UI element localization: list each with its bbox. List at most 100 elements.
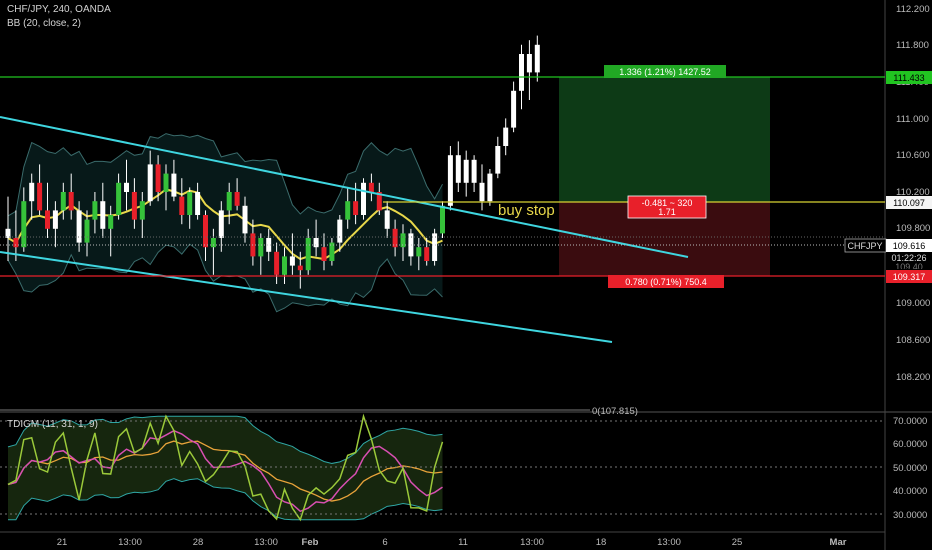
time-tick-25: 25 <box>732 537 743 548</box>
candle <box>116 173 122 220</box>
price-tick-109800: 109.800 <box>896 223 930 234</box>
candle <box>274 242 280 284</box>
entry-price-text: 110.097 <box>893 198 925 208</box>
tdi-band-fill <box>8 416 443 520</box>
candle <box>234 178 240 211</box>
candle <box>21 187 27 252</box>
stop-price-text: 109.317 <box>893 272 926 282</box>
bb-header: BB (20, close, 2) <box>7 18 81 29</box>
channel-lower-line[interactable] <box>0 251 613 343</box>
price-tick-108600: 108.600 <box>896 335 930 346</box>
entry-box-line2: 1.71 <box>658 207 676 217</box>
tdi-tick-50: 50.0000 <box>893 463 927 474</box>
channel-upper-line[interactable] <box>0 116 689 258</box>
stop-box <box>608 275 724 288</box>
tdi-lower-band <box>8 478 443 521</box>
time-tick-1300-d: 13:00 <box>657 537 681 548</box>
candle <box>258 233 264 275</box>
candle <box>60 182 66 220</box>
time-tick-18: 18 <box>596 537 607 548</box>
candlesticks <box>5 35 540 289</box>
price-tick-111000: 111.000 <box>896 114 929 125</box>
entry-box-line1: -0.481 ~ 320 <box>642 198 693 208</box>
time-tick-21: 21 <box>57 537 68 548</box>
candle <box>29 173 35 220</box>
candle <box>92 192 98 234</box>
candle <box>68 173 74 220</box>
candle <box>526 40 532 100</box>
candle <box>108 205 114 257</box>
time-tick-11: 11 <box>458 537 468 548</box>
candle <box>495 136 501 179</box>
bb-upper-line <box>7 133 443 217</box>
tdi-upper-band <box>7 415 443 464</box>
candle <box>313 219 319 257</box>
candle <box>266 228 272 261</box>
candle <box>203 210 208 261</box>
candle <box>384 201 390 238</box>
candle <box>155 155 161 202</box>
entry-price-tag <box>886 196 932 209</box>
time-tick-feb: Feb <box>302 537 319 548</box>
symbol-header: CHF/JPY, 240, OANDA <box>7 4 111 15</box>
price-tick-109000: 109.000 <box>896 298 930 309</box>
candle <box>305 228 311 275</box>
price-tick-108200: 108.200 <box>896 372 930 383</box>
candle <box>447 146 453 211</box>
price-axis[interactable]: 112.200 111.800 111.400 111.000 110.600 … <box>896 4 930 383</box>
tdi-header: TDIGM (11, 31, 1, 9) <box>7 419 98 430</box>
countdown-text: 01:22:26 <box>891 253 926 263</box>
price-tick-112200: 112.200 <box>896 4 930 15</box>
candle <box>361 178 366 220</box>
candle <box>479 164 485 211</box>
candle <box>163 164 169 211</box>
target-box <box>604 65 726 78</box>
candle <box>195 182 201 220</box>
candle <box>424 238 430 266</box>
candle <box>45 182 50 238</box>
candle <box>376 182 382 215</box>
tdi-oscillator <box>7 413 444 522</box>
candle <box>511 81 517 133</box>
time-tick-1300-c: 13:00 <box>520 537 544 548</box>
candle <box>171 159 177 202</box>
target-price-tag <box>886 71 932 84</box>
candle <box>52 201 58 248</box>
time-tick-1300-a: 13:00 <box>118 537 142 548</box>
time-tick-1300-b: 13:00 <box>254 537 278 548</box>
candle <box>5 196 11 261</box>
candle <box>147 150 153 206</box>
candle <box>329 238 335 266</box>
target-box-text: 1.336 (1.21%) 1427.52 <box>619 67 711 77</box>
candle <box>289 233 295 275</box>
candle <box>368 173 374 202</box>
candle <box>131 178 137 229</box>
candle <box>179 178 185 225</box>
candle <box>392 219 398 257</box>
time-axis[interactable]: 21 13:00 28 13:00 Feb 6 11 13:00 18 13:0… <box>57 537 847 548</box>
candle <box>416 238 422 271</box>
candle <box>282 247 287 284</box>
buy-stop-label: buy stop <box>498 202 555 219</box>
hidden-price-text: 109.40 <box>895 262 923 272</box>
candle <box>487 169 493 206</box>
candle <box>345 187 351 229</box>
candle <box>408 228 414 266</box>
candle <box>100 182 106 238</box>
candle <box>534 35 540 82</box>
candle <box>400 224 406 261</box>
stop-price-tag <box>886 270 932 283</box>
candle <box>321 233 327 271</box>
candle <box>218 201 224 252</box>
time-tick-mar: Mar <box>830 537 847 548</box>
candle <box>124 159 129 211</box>
target-price-text: 111.433 <box>893 73 924 83</box>
candle <box>37 164 43 215</box>
candle <box>337 215 343 252</box>
candle <box>84 210 90 257</box>
candle <box>503 118 509 156</box>
current-price-text: 109.616 <box>893 241 926 251</box>
tdi-axis[interactable]: 70.0000 60.0000 50.0000 40.0000 30.0000 <box>893 416 927 521</box>
candle <box>471 155 477 192</box>
